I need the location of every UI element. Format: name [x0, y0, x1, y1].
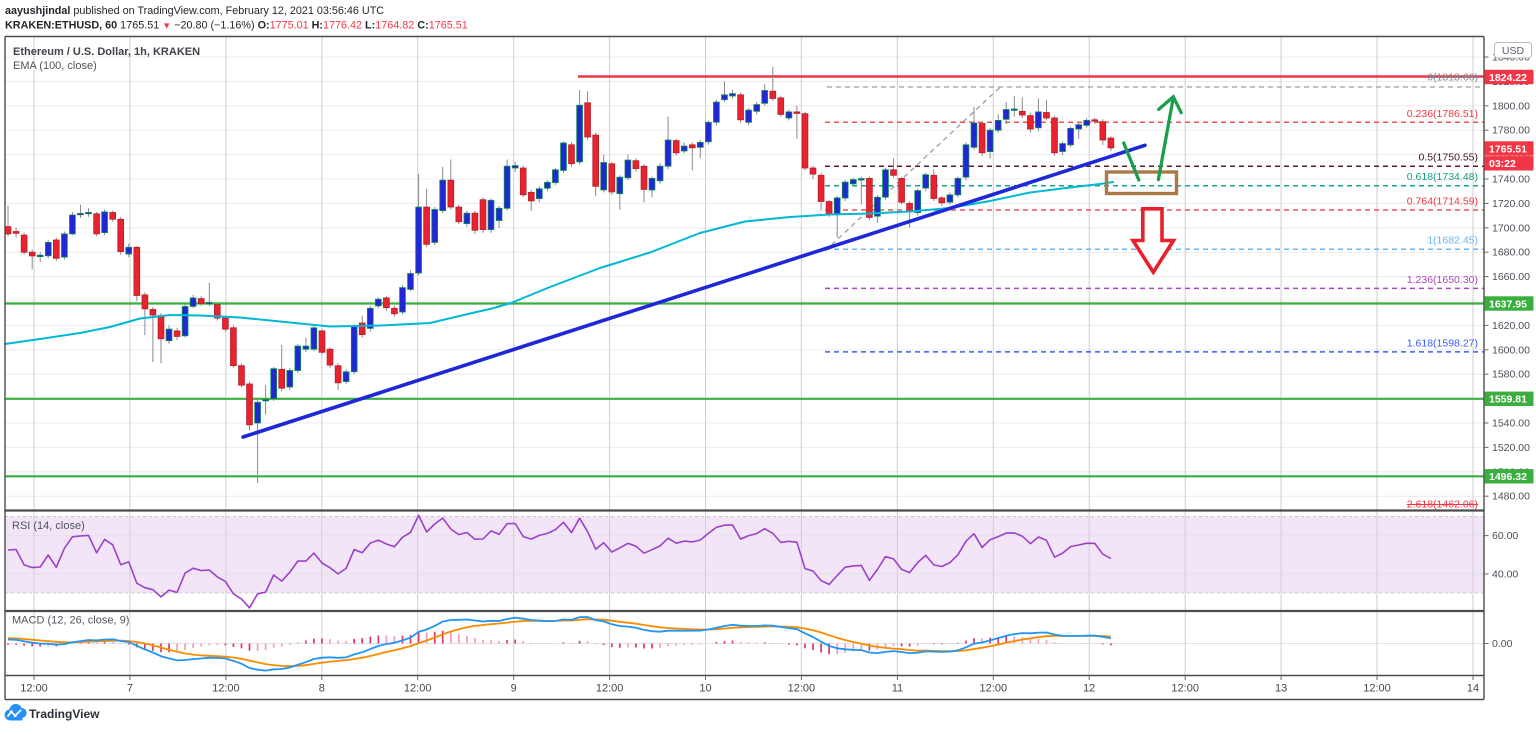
svg-text:7: 7	[127, 683, 133, 695]
svg-text:1720.00: 1720.00	[1492, 198, 1530, 210]
svg-text:2.618(1462.06): 2.618(1462.06)	[1407, 499, 1478, 511]
svg-text:9: 9	[511, 683, 517, 695]
svg-text:12:00: 12:00	[980, 683, 1008, 695]
svg-text:12:00: 12:00	[788, 683, 816, 695]
svg-text:1.618(1598.27): 1.618(1598.27)	[1407, 337, 1478, 349]
svg-text:1480.00: 1480.00	[1492, 491, 1530, 503]
svg-text:1680.00: 1680.00	[1492, 247, 1530, 259]
svg-text:1.236(1650.30): 1.236(1650.30)	[1407, 274, 1478, 286]
svg-text:1637.95: 1637.95	[1489, 298, 1527, 310]
svg-text:TradingView: TradingView	[29, 707, 100, 721]
svg-text:12:00: 12:00	[596, 683, 624, 695]
svg-text:aayushjindal published on Trad: aayushjindal published on TradingView.co…	[5, 5, 384, 17]
svg-text:12:00: 12:00	[212, 683, 240, 695]
svg-text:12:00: 12:00	[1363, 683, 1391, 695]
svg-text:0.618(1734.48): 0.618(1734.48)	[1407, 171, 1478, 183]
svg-text:8: 8	[319, 683, 325, 695]
svg-text:1700.00: 1700.00	[1492, 222, 1530, 234]
svg-text:EMA (100, close): EMA (100, close)	[13, 60, 97, 72]
svg-text:0.00: 0.00	[1492, 638, 1513, 650]
svg-text:0.5(1750.55): 0.5(1750.55)	[1418, 152, 1478, 164]
svg-text:10: 10	[699, 683, 711, 695]
svg-text:1559.81: 1559.81	[1489, 394, 1527, 406]
svg-text:12:00: 12:00	[404, 683, 432, 695]
svg-text:12:00: 12:00	[1171, 683, 1199, 695]
svg-text:0.764(1714.59): 0.764(1714.59)	[1407, 196, 1478, 208]
svg-text:USD: USD	[1502, 45, 1525, 57]
svg-text:40.00: 40.00	[1492, 568, 1518, 580]
svg-text:60.00: 60.00	[1492, 530, 1518, 542]
svg-text:13: 13	[1275, 683, 1287, 695]
svg-text:1600.00: 1600.00	[1492, 344, 1530, 356]
svg-text:1765.51: 1765.51	[1489, 143, 1527, 155]
svg-text:03:22: 03:22	[1489, 158, 1516, 170]
svg-text:12: 12	[1083, 683, 1095, 695]
svg-text:1496.32: 1496.32	[1489, 471, 1527, 483]
svg-text:1800.00: 1800.00	[1492, 100, 1530, 112]
svg-text:1740.00: 1740.00	[1492, 174, 1530, 186]
svg-text:Ethereum / U.S. Dollar, 1h, KR: Ethereum / U.S. Dollar, 1h, KRAKEN	[13, 46, 200, 58]
svg-text:11: 11	[892, 683, 903, 695]
svg-text:1824.22: 1824.22	[1489, 72, 1527, 84]
svg-text:1520.00: 1520.00	[1492, 442, 1530, 454]
svg-text:RSI (14, close): RSI (14, close)	[12, 520, 85, 532]
svg-text:0.236(1786.51): 0.236(1786.51)	[1407, 108, 1478, 120]
svg-text:1620.00: 1620.00	[1492, 320, 1530, 332]
svg-text:0(1818.66): 0(1818.66)	[1427, 72, 1478, 84]
svg-text:KRAKEN:ETHUSD, 60 1765.51 ▼ −: KRAKEN:ETHUSD, 60 1765.51 ▼ −20.80 (−1.1…	[5, 20, 468, 32]
svg-text:MACD (12, 26, close, 9): MACD (12, 26, close, 9)	[12, 615, 129, 627]
svg-text:14: 14	[1467, 683, 1479, 695]
svg-text:1660.00: 1660.00	[1492, 271, 1530, 283]
svg-text:1580.00: 1580.00	[1492, 369, 1530, 381]
svg-text:1540.00: 1540.00	[1492, 418, 1530, 430]
svg-text:12:00: 12:00	[20, 683, 48, 695]
svg-text:1(1682.45): 1(1682.45)	[1427, 235, 1478, 247]
svg-text:1780.00: 1780.00	[1492, 125, 1530, 137]
